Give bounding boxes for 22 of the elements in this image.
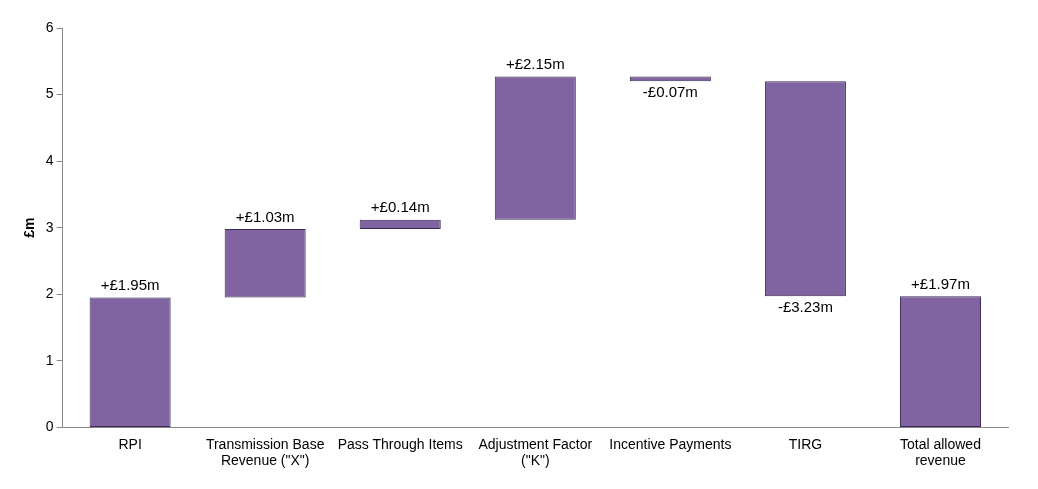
data-label: +£1.97m (911, 274, 970, 292)
x-tick-label: Pass Through Items (337, 435, 463, 452)
y-tick-label: 2 (45, 285, 54, 302)
x-tick-label: RPI (118, 435, 142, 452)
y-axis-title: £m (21, 217, 38, 238)
y-tick-label: 6 (45, 18, 54, 35)
x-tick-label: Total allowed revenue (900, 435, 981, 469)
data-label: +£1.03m (235, 207, 295, 225)
x-tick-label: Incentive Payments (609, 435, 732, 452)
data-label: -£3.23m (777, 297, 833, 315)
x-tick-label: TIRG (788, 435, 823, 452)
data-label: -£0.07m (642, 82, 698, 100)
y-tick-label: 1 (45, 351, 54, 368)
data-label: +£0.14m (370, 198, 430, 216)
x-tick-label: Transmission Base Revenue ("X") (205, 435, 325, 469)
data-label: +£1.95m (100, 276, 160, 294)
y-tick-label: 0 (45, 418, 54, 435)
x-tick-label: Adjustment Factor ("K") (478, 435, 593, 469)
y-tick-label: 4 (45, 151, 54, 168)
y-tick-label: 3 (45, 218, 54, 235)
data-label: +£2.15m (505, 55, 565, 73)
y-tick-label: 5 (45, 85, 54, 102)
